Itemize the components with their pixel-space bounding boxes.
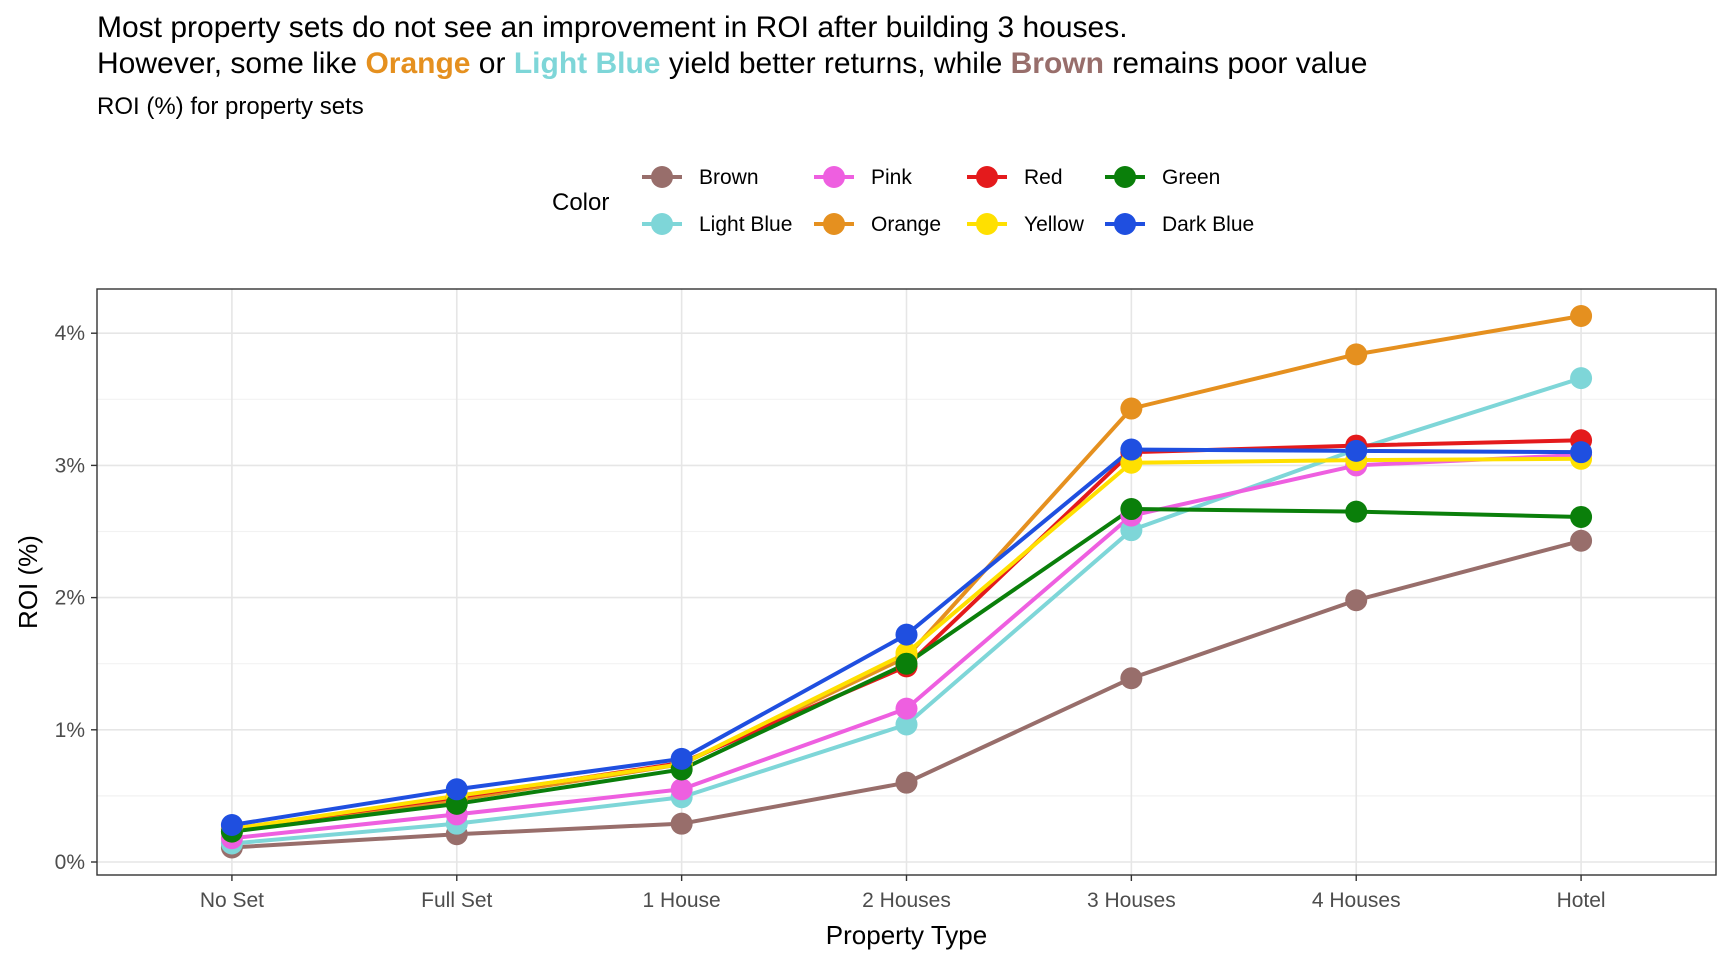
x-tick-label: 4 Houses <box>1312 889 1401 912</box>
data-point-orange <box>1345 343 1368 366</box>
data-point-dark-blue <box>1570 441 1593 464</box>
data-point-green <box>1345 500 1368 523</box>
y-axis-title: ROI (%) <box>13 535 43 629</box>
data-point-brown <box>1345 589 1368 612</box>
data-point-orange <box>1570 305 1593 328</box>
title-highlight-brown: Brown <box>1010 47 1104 80</box>
title-text-segment: remains poor value <box>1103 47 1368 80</box>
x-tick-label: 1 House <box>643 889 721 912</box>
legend-key-point-pink <box>823 166 845 188</box>
legend-label-green: Green <box>1162 166 1220 189</box>
title-text-segment: However, some like <box>97 47 366 80</box>
legend-title: Color <box>552 189 609 216</box>
legend-label-pink: Pink <box>871 166 912 189</box>
legend-key-point-orange <box>823 213 845 235</box>
title-text-segment: yield better returns, while <box>660 47 1011 80</box>
title-text-segment: or <box>470 47 514 80</box>
plot-area: 0% 1% 2% 3% 4% No Set Full Set 1 House 2 Houses 3… <box>13 288 1717 950</box>
title-highlight-orange: Orange <box>365 47 471 80</box>
y-tick-label: 0% <box>55 851 85 874</box>
chart-subtitle: ROI (%) for property sets <box>97 93 364 120</box>
chart-title-line-1: Most property sets do not see an improve… <box>97 11 1128 44</box>
x-tick-label: No Set <box>200 889 264 912</box>
data-point-dark-blue <box>445 778 468 801</box>
legend-label-yellow: Yellow <box>1024 213 1085 236</box>
data-point-pink <box>895 697 918 720</box>
data-point-brown <box>1120 667 1143 690</box>
legend-label-red: Red <box>1024 166 1063 189</box>
x-tick-label: 2 Houses <box>862 889 951 912</box>
x-tick-label: Full Set <box>421 889 492 912</box>
chart-title-line-2: However, some like Orange or Light Blue … <box>97 46 1717 82</box>
data-point-dark-blue <box>1345 439 1368 462</box>
legend-key-point-dark-blue <box>1114 213 1136 235</box>
data-point-light-blue <box>895 713 918 736</box>
legend-key-point-yellow <box>976 213 998 235</box>
data-point-light-blue <box>1570 367 1593 390</box>
y-tick-label: 2% <box>55 587 85 610</box>
data-point-brown <box>1570 529 1593 552</box>
legend-label-brown: Brown <box>699 166 759 189</box>
x-tick-label: Hotel <box>1557 889 1606 912</box>
data-point-green <box>1570 505 1593 528</box>
legend: Color Brown Light Blue Pink Orange Red Yellow… <box>552 166 1254 236</box>
x-axis-title: Property Type <box>826 920 987 950</box>
legend-label-light-blue: Light Blue <box>699 213 792 236</box>
legend-key-point-red <box>976 166 998 188</box>
chart-title-block: Most property sets do not see an improve… <box>97 10 1717 122</box>
x-tick-label: 3 Houses <box>1087 889 1176 912</box>
data-point-brown <box>895 771 918 794</box>
legend-key-point-light-blue <box>651 213 673 235</box>
data-point-orange <box>1120 397 1143 420</box>
y-tick-label: 1% <box>55 719 85 742</box>
data-point-green <box>895 652 918 675</box>
data-point-dark-blue <box>1120 438 1143 461</box>
legend-key-point-green <box>1114 166 1136 188</box>
y-tick-label: 4% <box>55 322 85 345</box>
title-highlight-light-blue: Light Blue <box>513 47 661 80</box>
data-point-pink <box>670 778 693 801</box>
data-point-dark-blue <box>220 813 243 836</box>
data-point-brown <box>670 812 693 835</box>
legend-key-point-brown <box>651 166 673 188</box>
legend-label-orange: Orange <box>871 213 941 236</box>
data-point-dark-blue <box>670 747 693 770</box>
data-point-green <box>1120 498 1143 521</box>
y-tick-label: 3% <box>55 454 85 477</box>
data-point-dark-blue <box>895 623 918 646</box>
legend-label-dark-blue: Dark Blue <box>1162 213 1254 236</box>
